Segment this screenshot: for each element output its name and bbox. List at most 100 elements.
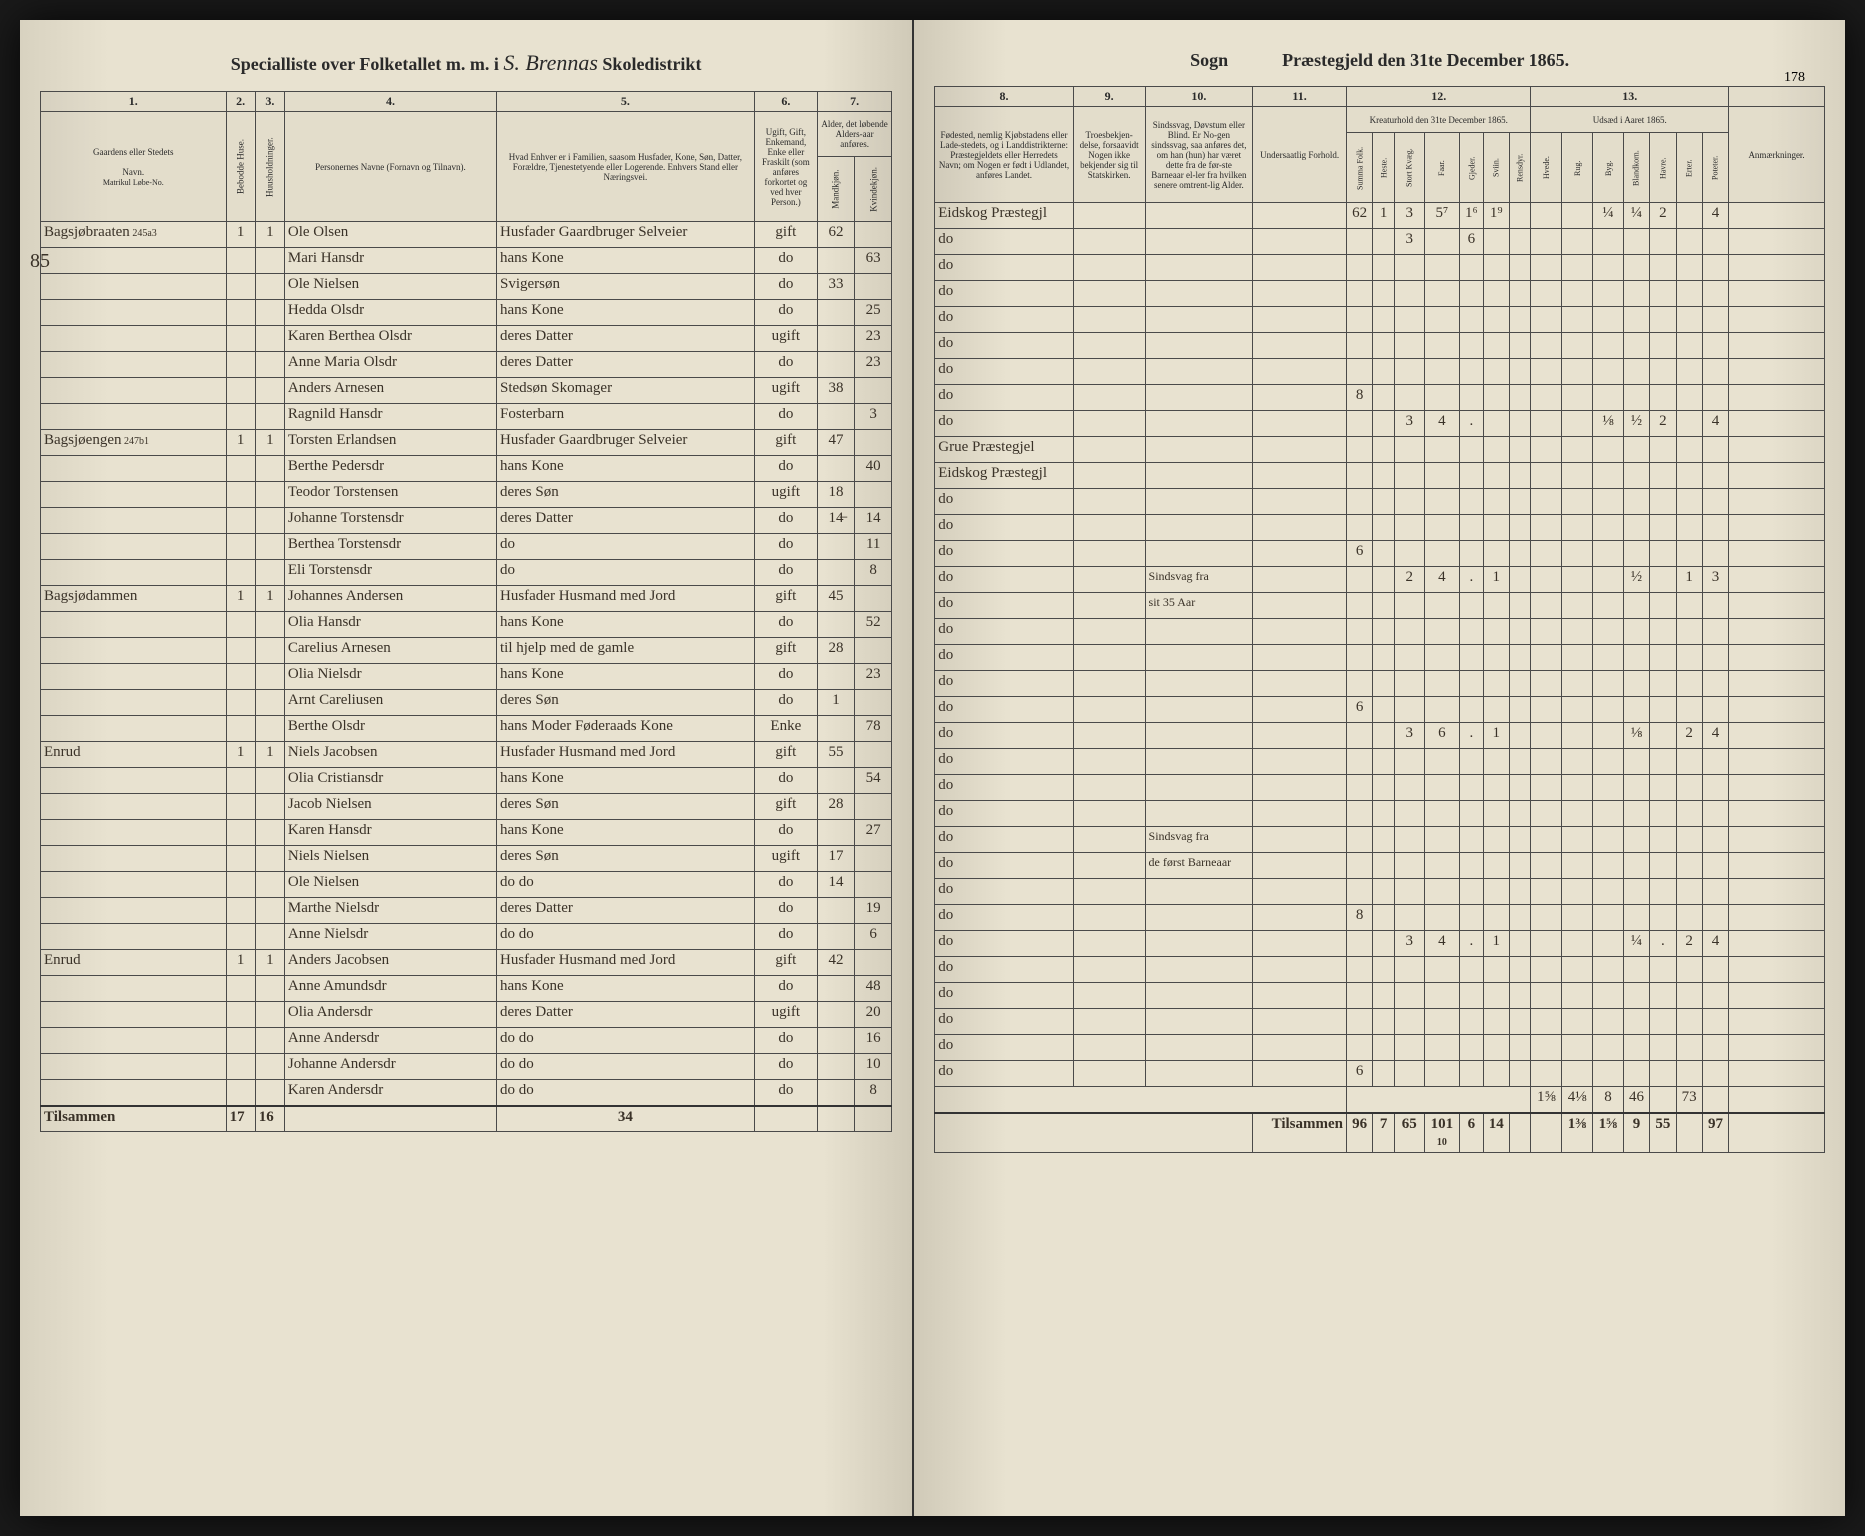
h-age-f: Kvindekjøn.	[855, 157, 892, 222]
table-row: do	[935, 333, 1825, 359]
table-row: do	[935, 619, 1825, 645]
table-row: Anne Andersdrdo dodo16	[41, 1028, 892, 1054]
table-row: Johanne Andersdrdo dodo10	[41, 1054, 892, 1080]
table-row: do36	[935, 229, 1825, 255]
table-row: Ole NielsenSvigersøndo33	[41, 274, 892, 300]
table-row: do	[935, 515, 1825, 541]
table-row: Marthe Nielsdrderes Datterdo19	[41, 898, 892, 924]
census-ledger: 85 Specialliste over Folketallet m. m. i…	[20, 20, 1845, 1516]
h-livestock-2: Faar.	[1424, 133, 1459, 203]
table-row: do	[935, 489, 1825, 515]
col-8: 8.	[935, 87, 1074, 107]
table-row: doSindsvag fra24.1½13	[935, 567, 1825, 593]
table-row: Arnt Careliusenderes Søndo1	[41, 690, 892, 716]
table-row: Johanne Torstensdrderes Datterdo14̶14	[41, 508, 892, 534]
col-3: 3.	[255, 92, 284, 112]
table-row: Karen Andersdrdo dodo8	[41, 1080, 892, 1106]
h-sum: Summa Folk.	[1347, 133, 1373, 203]
h-nationality: Undersaatlig Forhold.	[1253, 107, 1347, 203]
header-sogn: Sogn	[1190, 50, 1228, 70]
h-seed-2: Byg.	[1593, 133, 1624, 203]
header-prestegjeld: Præstegjeld den 31te December 1865.	[1282, 50, 1569, 70]
margin-number: 85	[30, 250, 50, 273]
table-row: Niels Nielsenderes Sønugift17	[41, 846, 892, 872]
h-age-m: Mandkjøn.	[817, 157, 854, 222]
col-12: 12.	[1347, 87, 1531, 107]
table-row: do8	[935, 385, 1825, 411]
table-row: doSindsvag fra	[935, 827, 1825, 853]
h-livestock-0: Heste.	[1373, 133, 1395, 203]
h-place: Gaardens eller StedetsNavn.Matrikul Løbe…	[41, 112, 227, 222]
h-seed-5: Erter.	[1676, 133, 1702, 203]
table-row: do6	[935, 1061, 1825, 1087]
h-seed-4: Havre.	[1650, 133, 1676, 203]
right-page: 178 Sogn Præstegjeld den 31te December 1…	[914, 20, 1845, 1516]
h-hushold: Huusholdninger.	[255, 112, 284, 222]
left-page: 85 Specialliste over Folketallet m. m. i…	[20, 20, 914, 1516]
col-4: 4.	[284, 92, 496, 112]
h-remarks: Anmærkninger.	[1729, 107, 1825, 203]
h-names: Personernes Navne (Fornavn og Tilnavn).	[284, 112, 496, 222]
col-11: 11.	[1253, 87, 1347, 107]
totals-label: Tilsammen	[41, 1106, 227, 1132]
table-row: Karen Hansdrhans Konedo27	[41, 820, 892, 846]
totals-hus: 17	[226, 1106, 255, 1132]
table-row: Hedda Olsdrhans Konedo25	[41, 300, 892, 326]
table-row: do36.1⅛24	[935, 723, 1825, 749]
table-row: do	[935, 957, 1825, 983]
census-table-left: 1. 2. 3. 4. 5. 6. 7. Gaardens eller Sted…	[40, 91, 892, 1132]
table-row: Jacob Nielsenderes Søngift28	[41, 794, 892, 820]
table-row: Anne Maria Olsdrderes Datterdo23	[41, 352, 892, 378]
left-header: Specialliste over Folketallet m. m. i S.…	[40, 50, 892, 76]
h-birthplace: Fødested, nemlig Kjøbstadens eller Lade-…	[935, 107, 1074, 203]
h-livestock-5: Rensdyr.	[1509, 133, 1531, 203]
table-row: do	[935, 749, 1825, 775]
table-row: do	[935, 307, 1825, 333]
h-livestock-1: Stort Kvæg.	[1394, 133, 1424, 203]
h-seed-3: Blandkorn.	[1623, 133, 1649, 203]
page-number: 178	[1784, 70, 1805, 86]
col-7: 7.	[817, 92, 891, 112]
table-row: Enrud11Niels JacobsenHusfader Husmand me…	[41, 742, 892, 768]
table-row: dosit 35 Aar	[935, 593, 1825, 619]
col-13: 13.	[1531, 87, 1729, 107]
header-suffix: Skoledistrikt	[602, 54, 701, 74]
col-9: 9.	[1073, 87, 1145, 107]
table-row: Karen Berthea Olsdrderes Datterugift23	[41, 326, 892, 352]
census-table-right: 8. 9. 10. 11. 12. 13. Fødested, nemlig K…	[934, 86, 1825, 1153]
table-row: do6	[935, 697, 1825, 723]
table-row: do	[935, 671, 1825, 697]
table-row: Anne Amundsdrhans Konedo48	[41, 976, 892, 1002]
table-row: do	[935, 801, 1825, 827]
table-row: Bagsjøbraaten 245a311Ole OlsenHusfader G…	[41, 222, 892, 248]
table-row: Berthe Olsdrhans Moder Føderaads KoneEnk…	[41, 716, 892, 742]
table-row: do	[935, 1009, 1825, 1035]
right-header: Sogn Præstegjeld den 31te December 1865.	[934, 50, 1825, 71]
h-seed-0: Hvede.	[1531, 133, 1562, 203]
table-row: do	[935, 1035, 1825, 1061]
totals-center: 34	[496, 1106, 754, 1132]
h-position: Hvad Enhver er i Familien, saasom Husfad…	[496, 112, 754, 222]
table-row: Olia Hansdrhans Konedo52	[41, 612, 892, 638]
table-row: do	[935, 879, 1825, 905]
h-seed-1: Rug.	[1562, 133, 1593, 203]
table-row: do	[935, 645, 1825, 671]
table-row: do8	[935, 905, 1825, 931]
table-row: do	[935, 281, 1825, 307]
h-bebodd: Bebodde Huse.	[226, 112, 255, 222]
header-district: S. Brennas	[503, 50, 598, 75]
col-2: 2.	[226, 92, 255, 112]
table-row: Anders ArnesenStedsøn Skomagerugift38	[41, 378, 892, 404]
table-row: dode først Barneaar	[935, 853, 1825, 879]
col-6: 6.	[754, 92, 817, 112]
table-row: Teodor Torstensenderes Sønugift18	[41, 482, 892, 508]
totals-right-label: Tilsammen	[1253, 1113, 1347, 1153]
totals-hush: 16	[255, 1106, 284, 1132]
h-livestock-4: Sviin.	[1483, 133, 1509, 203]
h-seed-6: Poteter.	[1702, 133, 1728, 203]
table-row: Olia Andersdrderes Datterugift20	[41, 1002, 892, 1028]
h-religion: Troesbekjen-delse, forsaavidt Nogen ikke…	[1073, 107, 1145, 203]
table-row: Berthea Torstensdrdodo11	[41, 534, 892, 560]
table-row: Grue Præstegjel	[935, 437, 1825, 463]
h-livestock-3: Gjeder.	[1460, 133, 1484, 203]
